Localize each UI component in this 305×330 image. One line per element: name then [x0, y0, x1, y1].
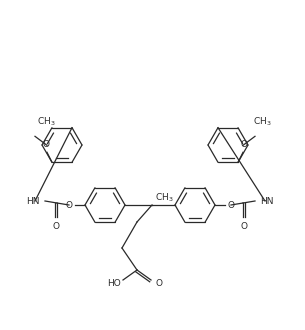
Text: O: O [52, 222, 59, 231]
Text: HN: HN [260, 196, 274, 206]
Text: O: O [65, 201, 72, 210]
Text: O: O [155, 279, 162, 287]
Text: O: O [42, 140, 49, 149]
Text: O: O [228, 201, 235, 210]
Text: CH$_3$: CH$_3$ [37, 116, 56, 128]
Text: CH$_3$: CH$_3$ [253, 116, 272, 128]
Text: HN: HN [27, 196, 40, 206]
Text: CH$_3$: CH$_3$ [155, 192, 174, 204]
Text: HO: HO [107, 280, 121, 288]
Text: O: O [241, 140, 247, 149]
Text: O: O [241, 222, 247, 231]
